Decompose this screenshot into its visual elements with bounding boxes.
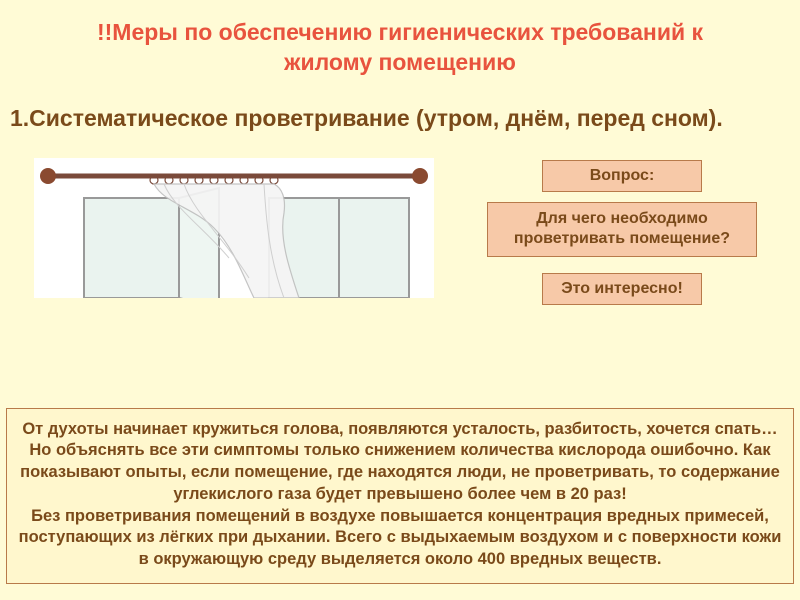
window-illustration (34, 158, 434, 298)
info-paragraph-1: От духоты начинает кружиться голова, поя… (15, 419, 785, 506)
window-svg (34, 158, 434, 298)
content-row: Вопрос: Для чего необходимо проветривать… (0, 144, 800, 306)
question-label-badge: Вопрос: (542, 160, 702, 192)
section-subtitle: 1.Систематическое проветривание (утром, … (0, 86, 800, 144)
right-column: Вопрос: Для чего необходимо проветривать… (464, 158, 780, 306)
page-title: !!Меры по обеспечению гигиенических треб… (0, 0, 800, 86)
question-text-badge: Для чего необходимо проветривать помещен… (487, 202, 757, 258)
info-paragraph-2: Без проветривания помещений в воздухе по… (15, 506, 785, 571)
info-box: От духоты начинает кружиться голова, поя… (6, 408, 794, 584)
interesting-badge: Это интересно! (542, 273, 702, 305)
